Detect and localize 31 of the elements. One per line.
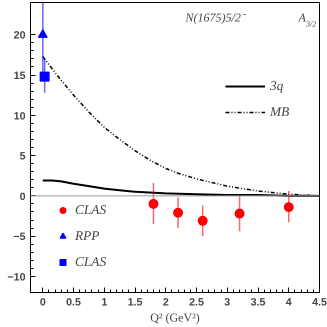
x-tick-label: 4.5 bbox=[312, 296, 327, 308]
y-tick-label: 15 bbox=[14, 70, 26, 82]
point bbox=[173, 208, 184, 218]
x-tick-label: 3 bbox=[224, 296, 230, 308]
point bbox=[148, 198, 158, 209]
x-tick-label: 1.5 bbox=[128, 296, 143, 308]
legend-label: CLAS bbox=[75, 202, 106, 218]
x-tick-label: 0 bbox=[40, 296, 46, 308]
point bbox=[198, 216, 208, 226]
x-axis-title: Q² (GeV²) bbox=[150, 310, 200, 324]
point bbox=[284, 202, 294, 212]
y-tick-label: −10 bbox=[7, 271, 26, 284]
x-tick-label: 1 bbox=[101, 296, 108, 308]
y-tick-label: 20 bbox=[14, 30, 26, 42]
y-tick-label: 0 bbox=[20, 190, 26, 203]
x-tick-label: 2 bbox=[162, 296, 169, 308]
y-tick-label: −5 bbox=[13, 231, 26, 244]
x-tick-label: 3.5 bbox=[250, 296, 266, 308]
point bbox=[40, 72, 50, 82]
legend-label: CLAS bbox=[75, 254, 106, 270]
y-tick-label: 10 bbox=[14, 110, 26, 122]
x-tick-label: 4 bbox=[286, 296, 292, 308]
x-tick-label: 0.5 bbox=[66, 296, 82, 308]
legend-label: MB bbox=[270, 104, 290, 120]
legend-label: 3q bbox=[270, 78, 284, 94]
point bbox=[38, 29, 48, 38]
legend-label: RPP bbox=[75, 228, 100, 244]
text: N(1675)5/2⁻ bbox=[184, 10, 247, 24]
y-tick-label: 5 bbox=[20, 150, 26, 163]
point bbox=[234, 208, 245, 219]
x-tick-label: 2.5 bbox=[189, 296, 204, 308]
